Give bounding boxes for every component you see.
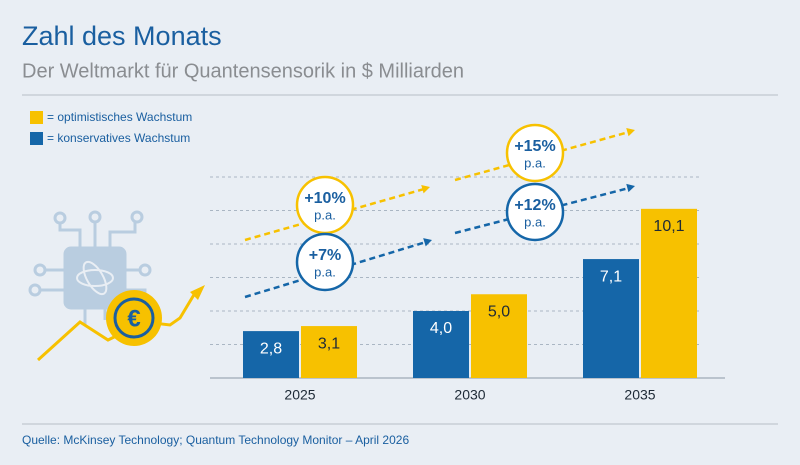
growth-unit: p.a. xyxy=(314,207,336,222)
arrow-head xyxy=(423,238,432,247)
legend-swatch xyxy=(30,111,43,124)
growth-unit: p.a. xyxy=(524,214,546,229)
coin-ring xyxy=(113,297,155,339)
arrow-head xyxy=(421,185,430,194)
legend-label: = optimistisches Wachstum xyxy=(47,110,192,124)
x-tick-label: 2035 xyxy=(624,387,655,403)
x-tick-label: 2025 xyxy=(284,387,315,403)
arrow-head xyxy=(626,127,635,137)
growth-unit: p.a. xyxy=(524,155,546,170)
arrow-head xyxy=(626,183,635,193)
growth-rate: +7% xyxy=(309,247,341,264)
growth-rate: +12% xyxy=(514,197,555,214)
bar xyxy=(471,294,527,378)
arrow-head xyxy=(190,285,205,300)
growth-rate: +15% xyxy=(514,138,555,155)
chart-title: Zahl des Monats xyxy=(22,21,222,51)
value-label: 7,1 xyxy=(600,268,622,285)
growth-rate: +10% xyxy=(304,190,345,207)
icon xyxy=(28,210,152,325)
value-label: 3,1 xyxy=(318,335,340,352)
growth-unit: p.a. xyxy=(314,264,336,279)
value-label: 2,8 xyxy=(260,340,282,357)
coin-symbol: € xyxy=(127,305,140,332)
growth-badge xyxy=(295,232,355,292)
value-label: 4,0 xyxy=(430,320,452,337)
bar xyxy=(583,259,639,378)
bar xyxy=(413,311,469,378)
legend-swatch xyxy=(30,132,43,145)
growth-badge xyxy=(505,123,565,183)
chart-subtitle: Der Weltmarkt für Quantensensorik in $ M… xyxy=(22,60,464,82)
x-tick-label: 2030 xyxy=(454,387,485,403)
legend-label: = konservatives Wachstum xyxy=(47,131,190,145)
growth-badge xyxy=(505,182,565,242)
bar xyxy=(641,208,697,378)
bar xyxy=(243,331,299,378)
bar xyxy=(301,326,357,378)
value-label: 5,0 xyxy=(488,303,510,320)
source: Quelle: McKinsey Technology; Quantum Tec… xyxy=(22,433,409,447)
value-label: 10,1 xyxy=(653,218,684,235)
